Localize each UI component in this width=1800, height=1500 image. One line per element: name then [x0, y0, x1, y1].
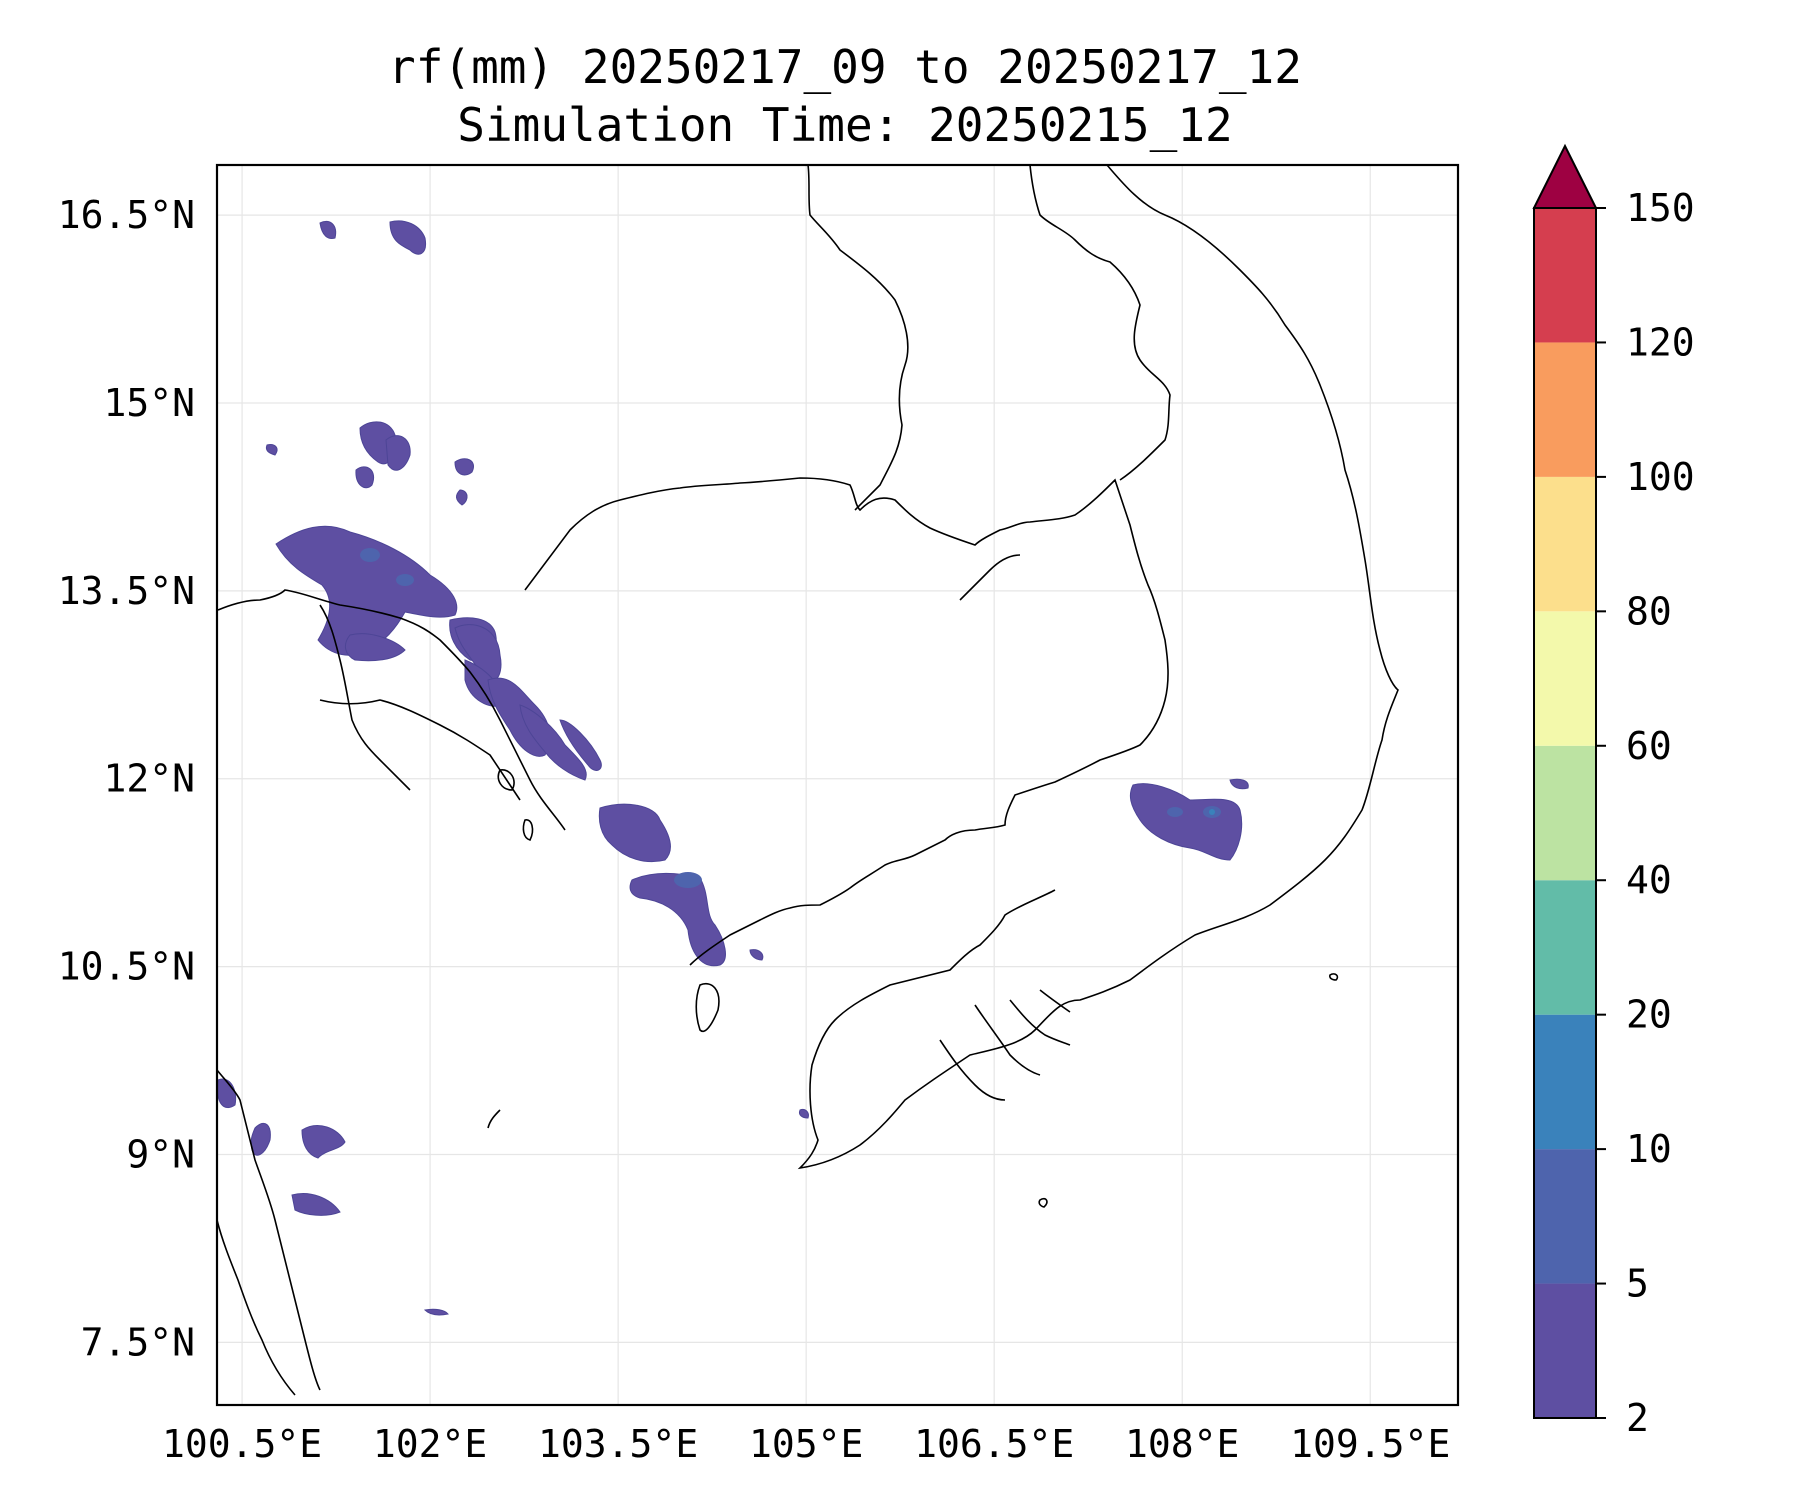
rain-cell [1167, 807, 1183, 817]
border [319, 604, 411, 791]
chart-title: rf(mm) 20250217_09 to 20250217_12 [388, 40, 1302, 94]
rain-patch [291, 1193, 341, 1216]
rain-cell [1209, 809, 1215, 815]
colorbar: 2 5 10 20 40 60 80 100 120 150 [1532, 143, 1695, 1440]
rain-patch [799, 1109, 809, 1119]
lat-tick-labels: 16.5°N 15°N 13.5°N 12°N 10.5°N 9°N 7.5°N [58, 193, 195, 1364]
lat-tick-label: 12°N [103, 757, 195, 801]
lat-tick-label: 7.5°N [81, 1320, 195, 1364]
rain-patch [355, 466, 374, 489]
delta-channel [1009, 999, 1071, 1046]
lon-tick-label: 100.5°E [162, 1422, 322, 1466]
lon-tick-label: 103.5°E [538, 1422, 698, 1466]
colorbar-segment [1534, 208, 1596, 343]
rain-patch [301, 1125, 346, 1159]
lat-tick-label: 9°N [126, 1132, 195, 1176]
axes-frame [215, 163, 1460, 1407]
border [1029, 164, 1171, 481]
rain-patch [749, 949, 764, 961]
colorbar-label: 120 [1626, 320, 1695, 364]
rain-patch [629, 872, 726, 967]
colorbar-label: 10 [1626, 1127, 1672, 1171]
island [1329, 973, 1339, 981]
colorbar-segment [1534, 342, 1596, 477]
delta-channel [1039, 989, 1071, 1013]
rainfall-contours-mid [360, 548, 1221, 888]
colorbar-segment [1534, 1149, 1596, 1284]
lat-tick-label: 10.5°N [58, 945, 195, 989]
lon-tick-labels: 100.5°E 102°E 103.5°E 105°E 106.5°E 108°E 109.… [162, 1422, 1450, 1466]
rain-patch [598, 803, 671, 863]
rain-cell [396, 574, 414, 586]
border [319, 699, 521, 801]
chart-subtitle: Simulation Time: 20250215_12 [457, 98, 1233, 152]
coastlines-borders [216, 164, 1399, 1396]
colorbar-label: 5 [1626, 1262, 1649, 1306]
rain-patch [423, 1308, 449, 1316]
colorbar-label: 100 [1626, 455, 1695, 499]
rain-patch [265, 444, 278, 456]
lat-tick-label: 16.5°N [58, 193, 195, 237]
colorbar-label: 20 [1626, 993, 1672, 1037]
lat-tick-label: 13.5°N [58, 569, 195, 613]
colorbar-label: 40 [1626, 858, 1672, 902]
rainfall-contours-high [1209, 809, 1215, 815]
lon-tick-label: 106.5°E [914, 1422, 1074, 1466]
coastline [797, 164, 1399, 1170]
rain-patch [559, 719, 602, 771]
colorbar-segment [1534, 1014, 1596, 1150]
colorbar-label: 60 [1626, 724, 1672, 768]
border [524, 477, 1169, 966]
lon-tick-label: 108°E [1125, 1422, 1239, 1466]
rain-patch [1229, 778, 1249, 790]
island [1038, 1197, 1048, 1208]
rain-patch [275, 525, 458, 656]
colorbar-segment [1534, 880, 1596, 1015]
colorbar-frame [1533, 207, 1597, 1419]
lon-tick-label: 102°E [373, 1422, 487, 1466]
colorbar-label: 80 [1626, 589, 1672, 633]
colorbar-segment [1534, 1283, 1596, 1418]
rain-patch [389, 220, 427, 255]
rain-patch [319, 220, 337, 239]
rainfall-contours [216, 220, 1249, 1316]
island [695, 983, 720, 1032]
gridlines [217, 165, 1458, 1405]
colorbar-label: 150 [1626, 186, 1695, 230]
island [522, 819, 534, 841]
lat-tick-label: 15°N [103, 381, 195, 425]
rain-patch [519, 704, 587, 781]
delta-channel [974, 1004, 1041, 1076]
coastline [487, 1109, 501, 1129]
rain-cell [360, 548, 380, 562]
rain-patch [456, 489, 468, 506]
rain-patch [1129, 783, 1243, 861]
border [959, 554, 1021, 601]
colorbar-label: 2 [1626, 1396, 1649, 1440]
rain-cell [674, 872, 702, 888]
rain-patch [216, 1078, 237, 1109]
coastline [216, 1219, 296, 1396]
rain-patch [344, 633, 406, 662]
colorbar-extend-triangle [1532, 143, 1598, 209]
colorbar-segment [1534, 611, 1596, 746]
border [217, 589, 566, 831]
island [497, 769, 515, 791]
rain-patch [250, 1122, 271, 1156]
border [807, 164, 909, 511]
rain-patch [454, 458, 474, 476]
lon-tick-label: 109.5°E [1290, 1422, 1450, 1466]
delta-channel [939, 1039, 1006, 1101]
colorbar-segment [1534, 745, 1596, 881]
lon-tick-label: 105°E [749, 1422, 863, 1466]
rain-patch [385, 435, 411, 471]
colorbar-segment [1534, 476, 1596, 612]
coastline [216, 1069, 321, 1391]
